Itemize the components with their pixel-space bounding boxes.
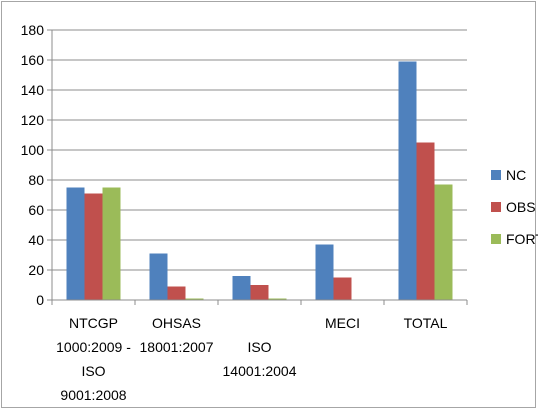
legend-swatch-fort [491, 234, 501, 244]
y-tick-label: 0 [36, 292, 44, 308]
y-tick-label: 160 [21, 52, 45, 68]
legend: NC OBS FORT [491, 167, 538, 247]
x-tick-label: NTCGP 1000:2009 -ISO 9001:2008 [56, 315, 131, 403]
bar-obs [84, 193, 103, 300]
legend-swatch-obs [491, 202, 501, 212]
bar-obs [250, 285, 269, 300]
x-tick-label: MECI [325, 315, 360, 331]
y-tick-label: 140 [21, 82, 45, 98]
bar-fort [185, 298, 204, 300]
bar-nc [398, 61, 417, 300]
y-tick-label: 120 [21, 112, 45, 128]
y-tick-label: 100 [21, 142, 45, 158]
bar-obs [167, 286, 186, 300]
y-tick-label: 40 [28, 232, 44, 248]
bar-obs [333, 277, 352, 300]
legend-label-obs: OBS [506, 199, 536, 215]
bar-nc [66, 187, 85, 300]
bar-nc [232, 276, 251, 300]
bars [66, 61, 453, 300]
legend-label-nc: NC [506, 167, 526, 183]
axes: 0 20 40 60 80 100 120 140 160 180 NTCGP 1000:2009 -… [21, 22, 468, 403]
gridlines [52, 29, 467, 271]
bar-nc [315, 244, 334, 300]
bar-fort [268, 298, 287, 300]
x-tick-label: ISO 14001:2004 [223, 339, 297, 379]
y-tick-label: 20 [28, 262, 44, 278]
y-tick-label: 60 [28, 202, 44, 218]
x-tick-label: OHSAS 18001:2007 [140, 315, 214, 355]
bar-fort [102, 187, 121, 300]
bar-obs [416, 142, 435, 300]
y-tick-label: 180 [21, 22, 45, 38]
legend-swatch-nc [491, 170, 501, 180]
bar-nc [149, 253, 168, 300]
x-tick-label: TOTAL [404, 315, 448, 331]
bar-fort [434, 184, 453, 300]
y-tick-label: 80 [28, 172, 44, 188]
legend-label-fort: FORT [506, 231, 538, 247]
